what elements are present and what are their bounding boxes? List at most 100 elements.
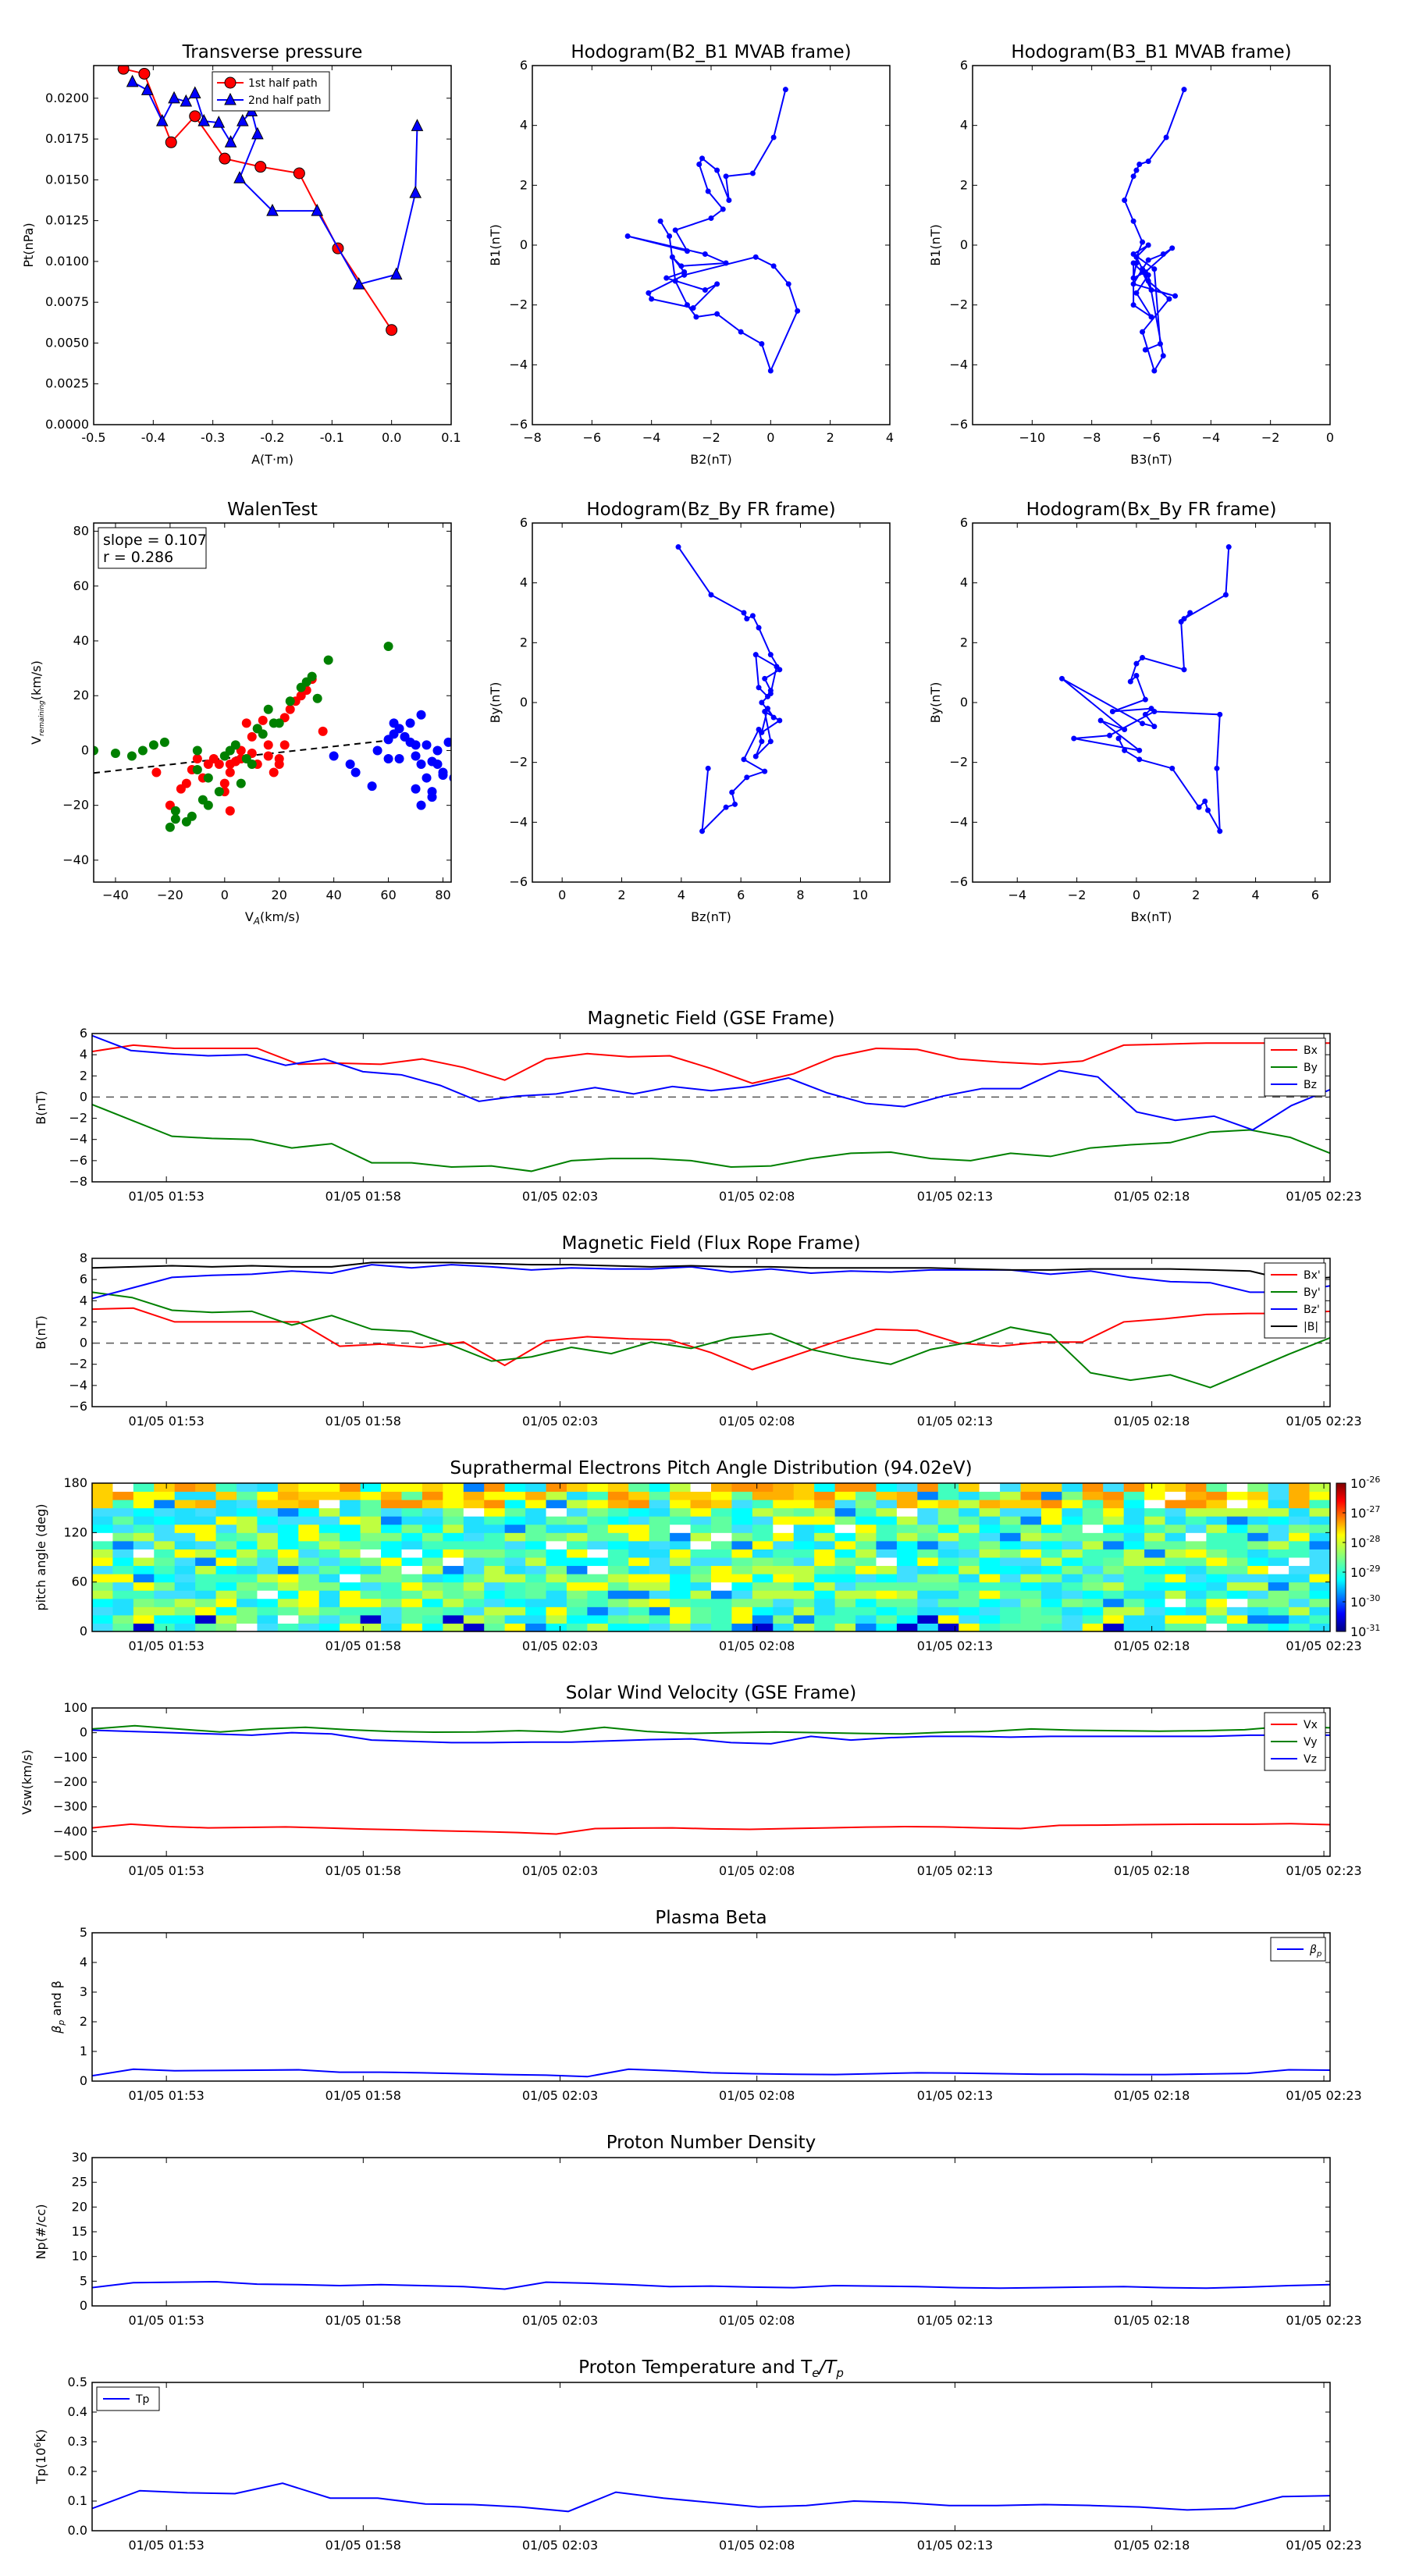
heatmap-cell <box>628 1614 650 1624</box>
heatmap-cell <box>133 1516 155 1525</box>
heatmap-cell <box>443 1483 464 1493</box>
legend-marker <box>224 76 237 89</box>
heatmap-cell <box>1268 1582 1289 1591</box>
data-point <box>383 753 393 763</box>
x-tick-label: −8 <box>1083 430 1101 445</box>
heatmap-cell <box>814 1582 836 1591</box>
data-point <box>372 745 382 756</box>
heatmap-cell <box>711 1614 732 1624</box>
data-point <box>263 751 273 761</box>
data-point <box>394 753 404 763</box>
x-axis-label-sub: A <box>253 916 260 927</box>
heatmap-cell <box>1000 1606 1021 1616</box>
heatmap-cell <box>1165 1507 1186 1517</box>
heatmap-cell <box>1000 1582 1021 1591</box>
heatmap-cell <box>154 1524 176 1533</box>
heatmap-cell <box>855 1606 877 1616</box>
series-line-Vy <box>91 1724 1331 1735</box>
y-axis-label-main: V <box>29 736 44 745</box>
heatmap-cell <box>504 1500 526 1509</box>
heatmap-cell <box>443 1614 464 1624</box>
data-point <box>126 74 139 87</box>
heatmap-cell <box>1062 1532 1083 1542</box>
y-axis-label: By(nT) <box>488 682 503 724</box>
data-point <box>1151 266 1158 272</box>
data-point <box>203 773 213 783</box>
heatmap-cell <box>1206 1614 1228 1624</box>
heatmap-cell <box>959 1483 980 1493</box>
heatmap-cell <box>814 1532 836 1542</box>
heatmap-cell <box>731 1565 753 1574</box>
y-tick-label: −2 <box>949 297 968 312</box>
heatmap-cell <box>917 1491 939 1500</box>
heatmap-cell <box>1103 1614 1125 1624</box>
heatmap-cell <box>1103 1540 1125 1550</box>
x-tick-label: 0 <box>767 430 774 445</box>
data-point <box>219 778 229 788</box>
heatmap-cell <box>257 1557 279 1567</box>
heatmap-cell <box>773 1590 795 1599</box>
heatmap-cell <box>318 1507 340 1517</box>
heatmap-cell <box>566 1507 588 1517</box>
data-point <box>170 806 180 816</box>
heatmap-cell <box>711 1524 732 1533</box>
heatmap-cell <box>793 1507 815 1517</box>
heatmap-cell <box>773 1598 795 1607</box>
series-line-Bx <box>91 1042 1330 1084</box>
heatmap-cell <box>112 1590 134 1599</box>
data-point <box>714 167 720 173</box>
heatmap-cell <box>1165 1582 1186 1591</box>
heatmap-cell <box>566 1565 588 1574</box>
heatmap-cell <box>773 1549 795 1558</box>
data-point <box>767 368 774 374</box>
heatmap-cell <box>814 1483 836 1493</box>
heatmap-cell <box>834 1549 856 1558</box>
data-point <box>367 781 377 792</box>
heatmap-cell <box>1020 1557 1042 1567</box>
data-point <box>729 789 735 795</box>
heatmap-cell <box>546 1598 567 1607</box>
heatmap-cell <box>195 1524 217 1533</box>
data-point <box>759 699 765 706</box>
heatmap-cell <box>1247 1574 1269 1583</box>
heatmap-cell <box>1226 1606 1248 1616</box>
legend: Bx'By'Bz'|B| <box>1264 1262 1326 1339</box>
heatmap-cell <box>566 1540 588 1550</box>
heatmap-cell <box>504 1623 526 1632</box>
data-point <box>422 773 432 783</box>
heatmap-cell <box>174 1491 196 1500</box>
heatmap-cell <box>1020 1507 1042 1517</box>
heatmap-cell <box>1309 1614 1331 1624</box>
y-tick-label: 2 <box>80 2014 87 2029</box>
legend-label: Bx <box>1304 1044 1318 1057</box>
heatmap-cell <box>360 1590 382 1599</box>
heatmap-cell <box>834 1614 856 1624</box>
heatmap-cell <box>340 1491 361 1500</box>
heatmap-cell <box>896 1598 918 1607</box>
heatmap-cell <box>1289 1557 1311 1567</box>
legend-label: Bz' <box>1304 1304 1320 1316</box>
data-point <box>1196 804 1202 810</box>
series-line-Vz <box>91 1729 1330 1745</box>
heatmap-cell <box>546 1574 567 1583</box>
heatmap-cell <box>690 1590 712 1599</box>
y-tick-label: 6 <box>960 58 968 73</box>
heatmap-cell <box>979 1598 1001 1607</box>
heatmap-cell <box>834 1606 856 1616</box>
y-tick-label: 4 <box>960 575 968 590</box>
data-point <box>1181 87 1187 93</box>
time-tick-label: 01/05 02:08 <box>719 1638 795 1653</box>
heatmap-cell <box>1040 1606 1062 1616</box>
heatmap-cell <box>174 1606 196 1616</box>
heatmap-cell <box>979 1623 1001 1632</box>
heatmap-cell <box>690 1549 712 1558</box>
heatmap-cell <box>484 1574 506 1583</box>
heatmap-cell <box>195 1532 217 1542</box>
time-tick-label: 01/05 02:23 <box>1286 1638 1361 1653</box>
x-tick-label: −2 <box>702 430 720 445</box>
heatmap-cell <box>443 1582 464 1591</box>
heatmap-cell <box>855 1500 877 1509</box>
heatmap-cell <box>587 1557 609 1567</box>
heatmap-cell <box>92 1623 113 1632</box>
heatmap-cell <box>1103 1598 1125 1607</box>
